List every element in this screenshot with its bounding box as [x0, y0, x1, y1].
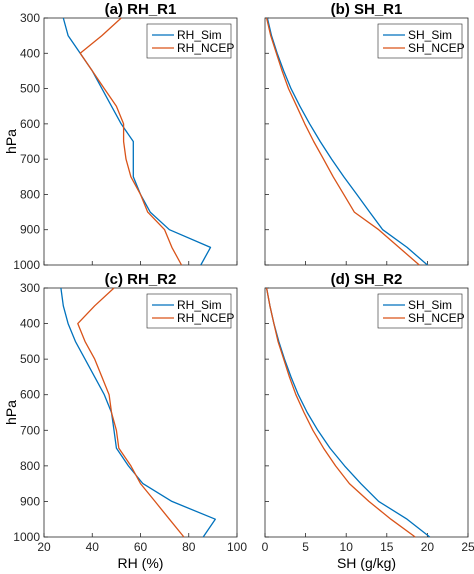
y-tick-label: 300	[20, 281, 40, 295]
legend-entry: RH_Sim	[177, 298, 222, 312]
y-tick-label: 400	[20, 46, 40, 60]
y-tick-label: 500	[20, 352, 40, 366]
panel-title: (c) RH_R2	[105, 271, 177, 288]
x-tick-label: 10	[340, 540, 354, 554]
x-axis-label: SH (g/kg)	[337, 555, 396, 571]
chart-panel-0: 300 400 500 600 700 800 900 1000 (a) RH_R1 hPa RH_…	[3, 1, 238, 272]
y-tick-label: 600	[20, 117, 40, 131]
legend-entry: SH_Sim	[408, 298, 452, 312]
series-line-sh-ncep	[265, 287, 416, 538]
series-line-rh-ncep	[79, 17, 183, 266]
y-tick-label: 900	[20, 494, 40, 508]
y-tick-label: 1000	[13, 258, 40, 272]
x-tick-label: 20	[37, 540, 51, 554]
y-tick-label: 800	[20, 187, 40, 201]
legend-box	[377, 293, 463, 329]
x-tick-label: 15	[380, 540, 394, 554]
x-tick-label: 0	[262, 540, 269, 554]
chart-panel-3: 0 5 10 15 20 25 (d) SH_R2 SH (g/kg) SH_SimSH_NCE…	[262, 271, 474, 571]
y-axis-label: hPa	[3, 400, 19, 425]
plot-frame	[264, 287, 469, 538]
legend-box	[377, 23, 463, 59]
legend-entry: SH_Sim	[408, 28, 452, 42]
y-tick-label: 700	[20, 152, 40, 166]
y-axis-label: hPa	[3, 129, 19, 154]
x-tick-label: 25	[461, 540, 474, 554]
x-axis-label: RH (%)	[118, 555, 164, 571]
panel-title: (b) SH_R1	[331, 1, 403, 18]
series-line-rh-ncep	[77, 287, 185, 538]
x-tick-label: 40	[86, 540, 100, 554]
legend-box	[146, 293, 232, 329]
y-tick-label: 800	[20, 459, 40, 473]
y-tick-label: 1000	[13, 530, 40, 544]
legend-entry: SH_NCEP	[408, 311, 465, 325]
legend-entry: RH_Sim	[177, 28, 222, 42]
y-tick-label: 600	[20, 388, 40, 402]
x-tick-label: 60	[134, 540, 148, 554]
panel-title: (a) RH_R1	[105, 1, 177, 18]
series-line-sh-ncep	[265, 17, 420, 266]
x-tick-label: 5	[302, 540, 309, 554]
x-tick-label: 80	[182, 540, 196, 554]
y-tick-label: 900	[20, 223, 40, 237]
x-tick-label: 20	[421, 540, 435, 554]
series-line-sh-sim	[266, 17, 428, 266]
x-tick-label: 100	[227, 540, 247, 554]
y-tick-label: 700	[20, 423, 40, 437]
panel-title: (d) SH_R2	[331, 271, 403, 288]
legend-entry: RH_NCEP	[177, 311, 234, 325]
y-tick-label: 500	[20, 82, 40, 96]
plot-frame	[264, 17, 469, 266]
legend-box	[146, 23, 232, 59]
y-tick-label: 300	[20, 11, 40, 25]
legend-entry: RH_NCEP	[177, 41, 234, 55]
y-tick-label: 400	[20, 317, 40, 331]
legend-entry: SH_NCEP	[408, 41, 465, 55]
